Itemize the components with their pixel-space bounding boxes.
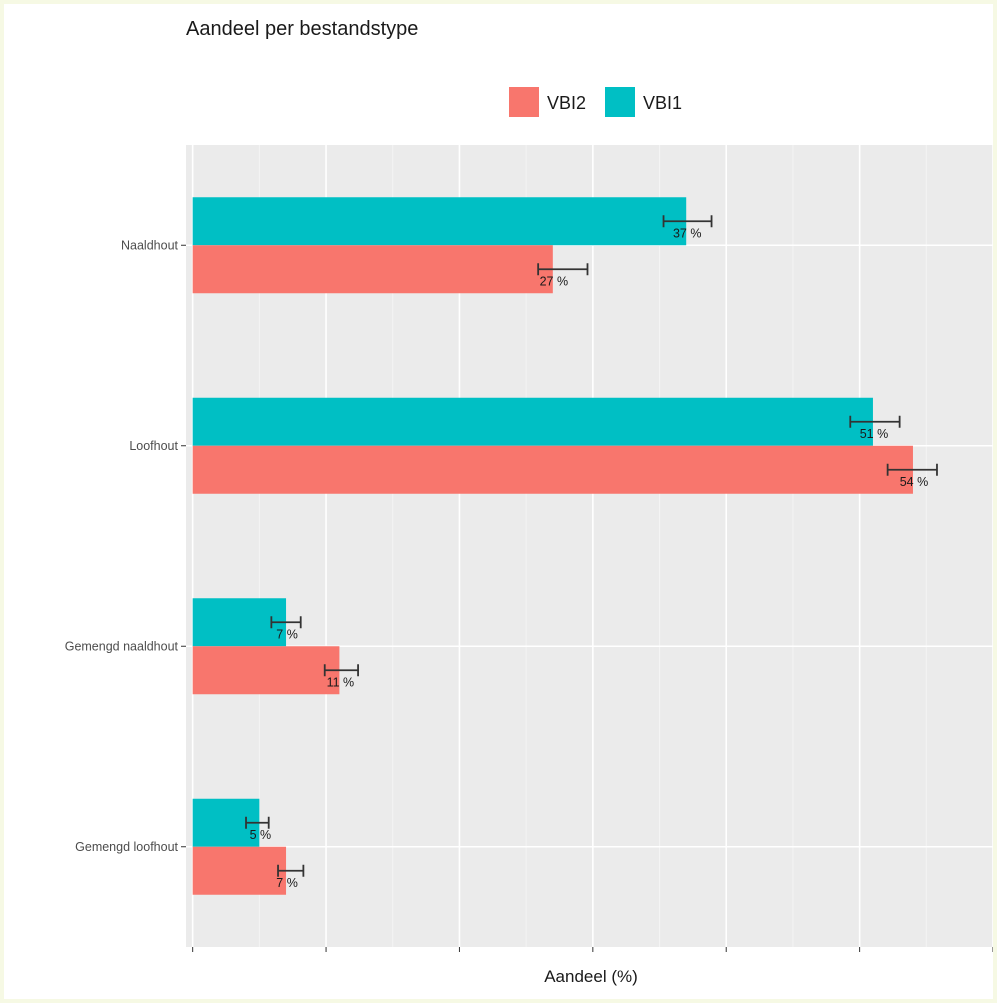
legend-label-vbi2: VBI2 xyxy=(547,93,586,113)
data-label: 5 % xyxy=(250,828,272,842)
data-label: 7 % xyxy=(276,627,298,641)
data-label: 37 % xyxy=(673,226,702,240)
category-label: Gemengd naaldhout xyxy=(65,639,179,653)
bar-vbi2 xyxy=(192,846,287,895)
legend: VBI2 VBI1 xyxy=(509,87,682,117)
legend-swatch-vbi1 xyxy=(605,87,635,117)
legend-label-vbi1: VBI1 xyxy=(643,93,682,113)
data-label: 11 % xyxy=(327,675,355,689)
data-label: 51 % xyxy=(860,427,889,441)
bar-vbi1 xyxy=(192,197,687,246)
category-label: Loofhout xyxy=(129,439,178,453)
bars: 37 % 27 % 51 % 54 % 7 % 11 % 5 % 7 % xyxy=(192,197,938,895)
chart-frame: Aandeel per bestandstype VBI2 VBI1 Naald… xyxy=(4,4,993,999)
data-label: 54 % xyxy=(900,475,929,489)
bar-vbi2 xyxy=(192,646,340,695)
category-label: Gemengd loofhout xyxy=(75,840,178,854)
bar-vbi1 xyxy=(192,397,873,446)
legend-swatch-vbi2 xyxy=(509,87,539,117)
axis-ticks: Naaldhout Loofhout Gemengd naaldhout Gemeng… xyxy=(65,238,993,952)
x-axis-title: Aandeel (%) xyxy=(544,967,638,986)
bar-vbi2 xyxy=(192,245,553,294)
bar-chart: Aandeel per bestandstype VBI2 VBI1 Naald… xyxy=(65,18,993,986)
data-label: 7 % xyxy=(276,876,298,890)
data-label: 27 % xyxy=(540,274,569,288)
category-label: Naaldhout xyxy=(121,238,179,252)
chart-title: Aandeel per bestandstype xyxy=(186,18,418,40)
bar-vbi2 xyxy=(192,445,913,494)
